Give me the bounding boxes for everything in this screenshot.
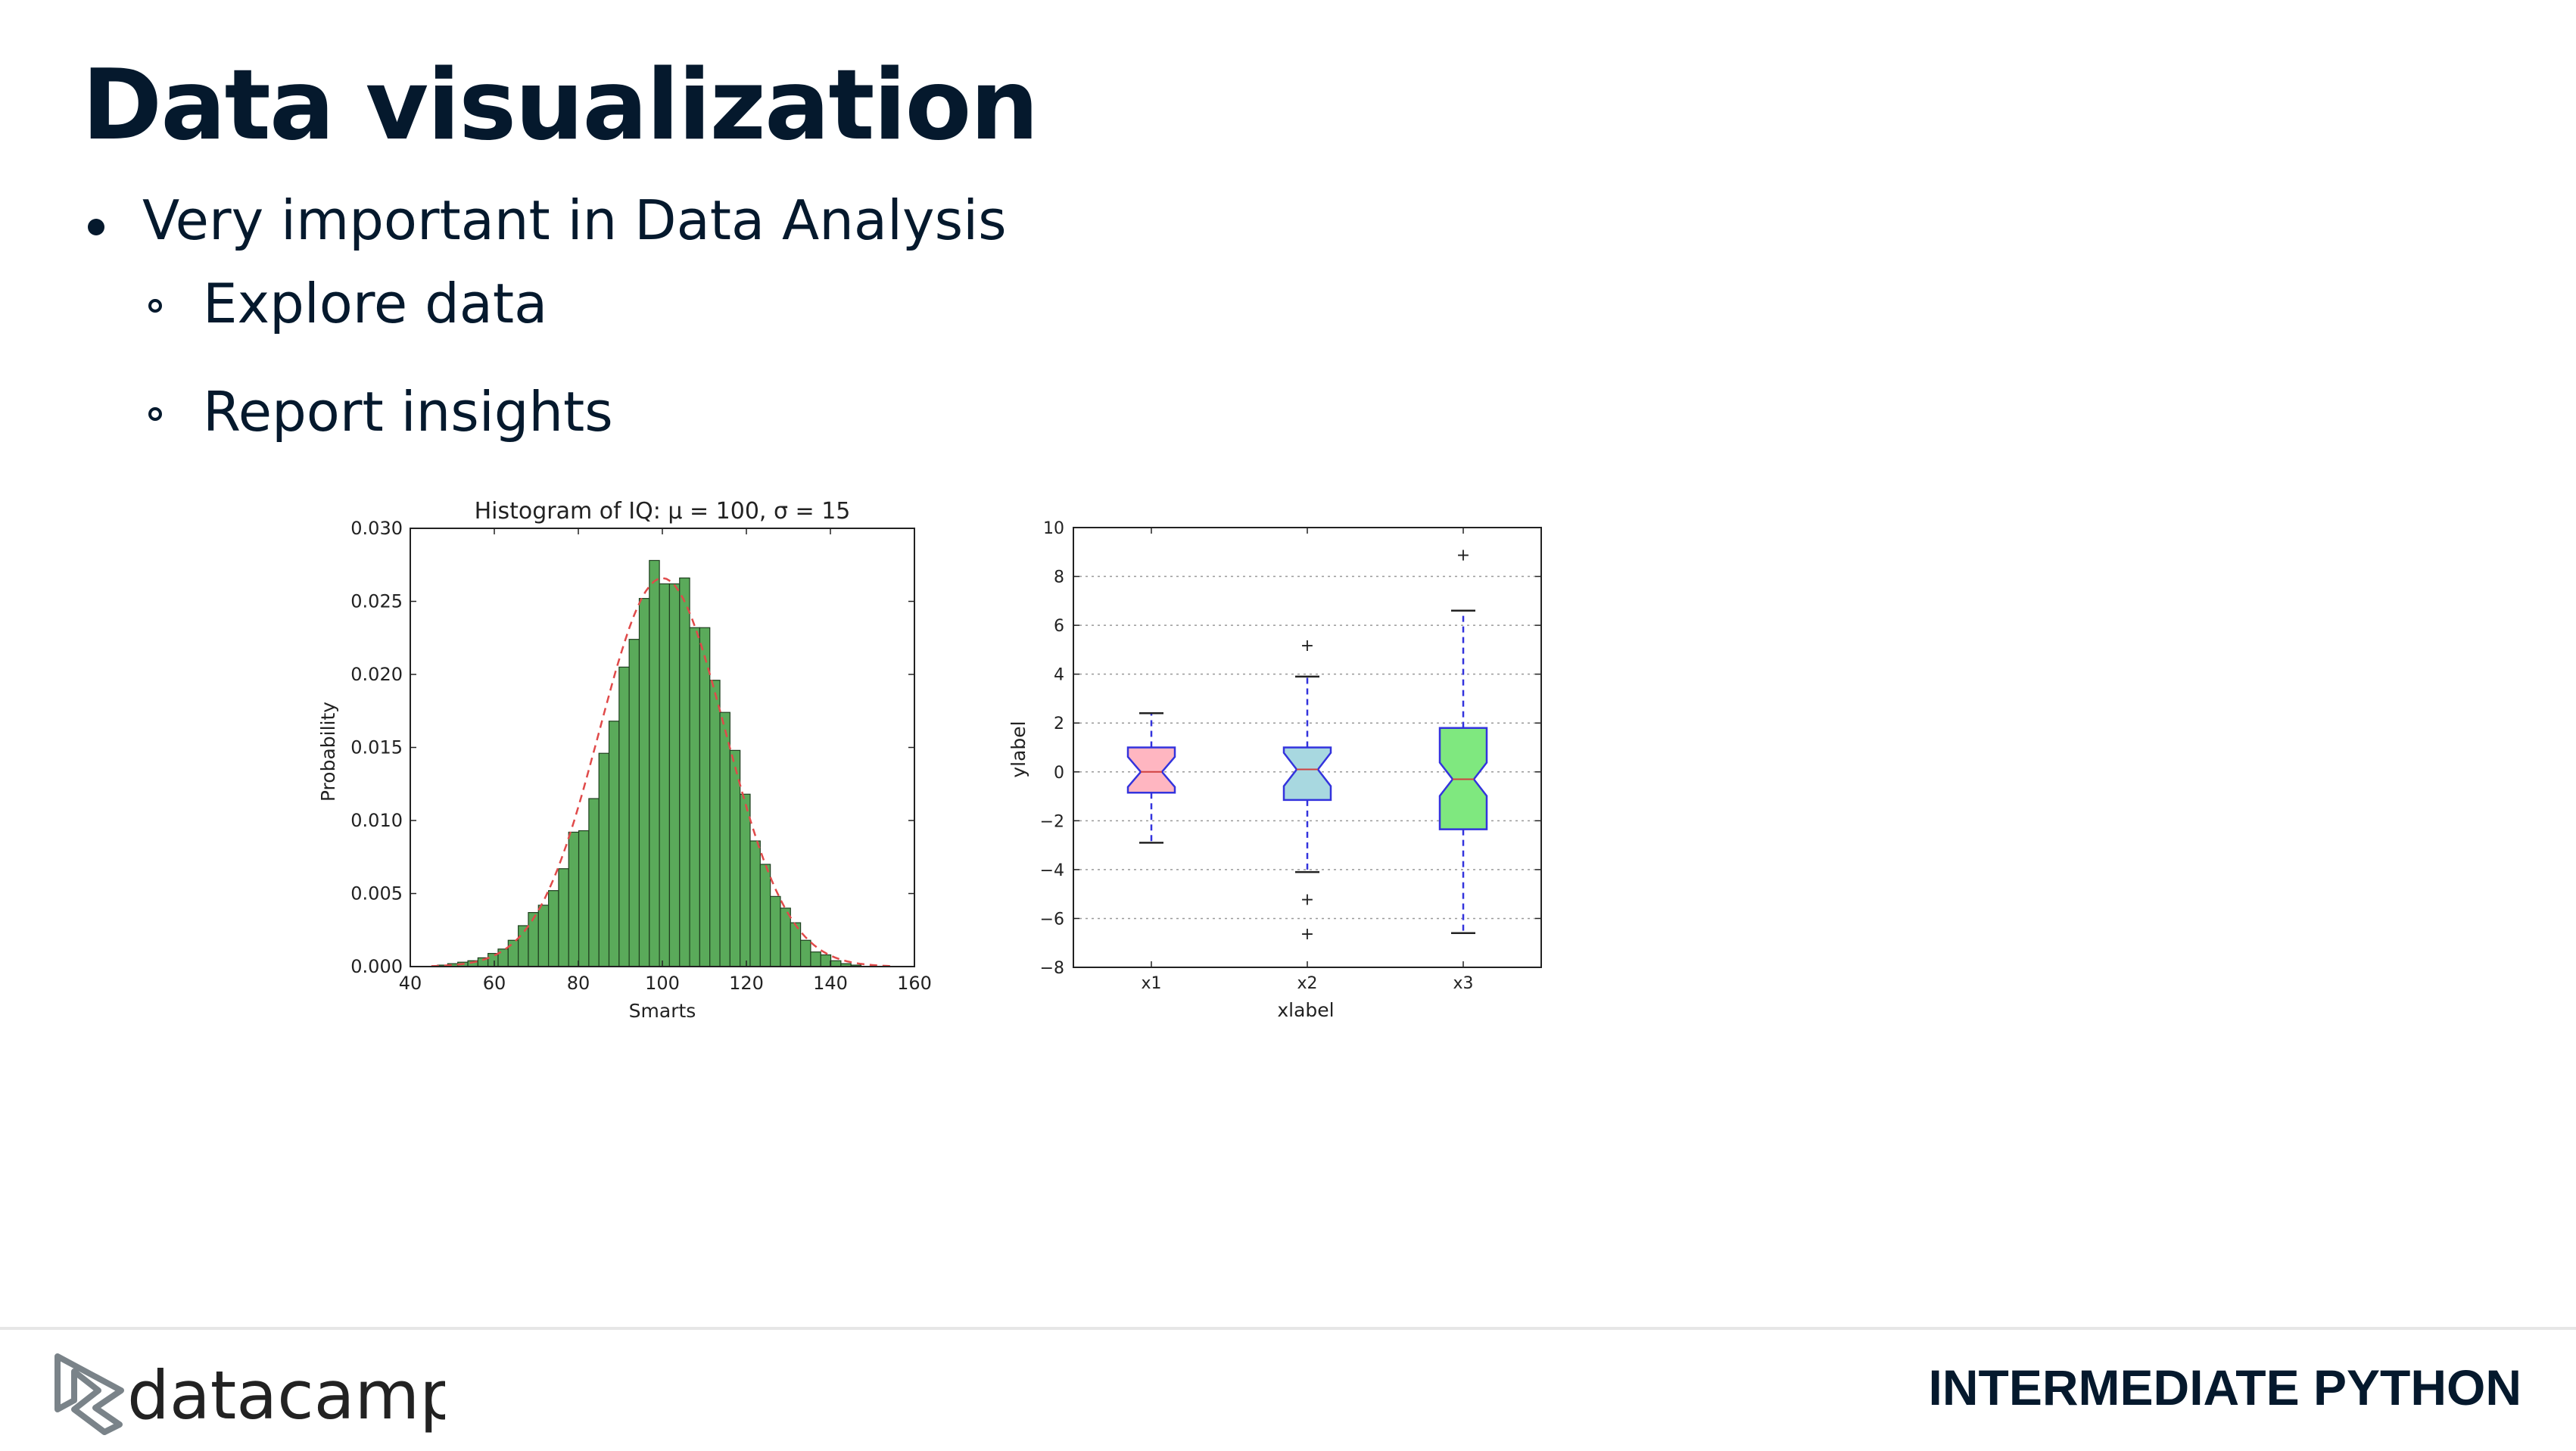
histogram-bar [518, 925, 529, 967]
y-tick-label: −2 [1040, 812, 1064, 831]
box-x2 [1282, 746, 1332, 802]
x-axis-label: xlabel [1277, 999, 1334, 1021]
x-tick-label: x3 [1453, 974, 1473, 993]
histogram-bar [487, 953, 499, 967]
histogram-bar [537, 905, 550, 967]
histogram-bar [507, 939, 519, 967]
histogram-bar [709, 680, 721, 967]
x-tick-label: 140 [813, 973, 848, 994]
histogram-bar [568, 831, 580, 967]
histogram-bar [528, 911, 539, 967]
sub-bullet-text: Explore data [203, 272, 548, 335]
histogram-bar [578, 830, 590, 967]
histogram-bar [638, 598, 650, 967]
chart-title: Histogram of IQ: μ = 100, σ = 15 [475, 498, 851, 525]
histogram-bar [558, 868, 569, 967]
x-tick-label: 40 [399, 973, 422, 994]
outlier-marker: + [1300, 637, 1314, 655]
histogram-bar [659, 583, 671, 967]
sub-bullet-item: Explore data [142, 276, 547, 331]
histogram-bar [820, 954, 832, 967]
y-tick-label: 0.025 [350, 591, 403, 612]
plot-area: 40 60 80 100 120 140 160 0.000 0.005 0.010 0.015 0.… [350, 518, 932, 994]
y-tick-label: −6 [1040, 910, 1064, 929]
histogram-bar [799, 939, 811, 967]
y-axis-label: Probability [317, 702, 339, 802]
plot-frame [1073, 527, 1542, 968]
histogram-bar [719, 711, 730, 967]
histogram-bar [830, 960, 842, 967]
outlier-marker: + [1456, 546, 1470, 565]
y-tick-label: 0.000 [350, 956, 403, 977]
x-axis-label: Smarts [629, 1000, 696, 1022]
sub-bullet-item: Report insights [142, 385, 613, 439]
histogram-bar [608, 721, 620, 967]
y-tick-label: 0.030 [350, 518, 403, 539]
histogram-bar [740, 793, 751, 967]
sub-bullet-text: Report insights [203, 380, 613, 444]
histogram-bar [598, 752, 610, 967]
box-x1 [1126, 746, 1176, 794]
logo-wordmark: datacamp [127, 1356, 445, 1434]
y-axis-label: ylabel [1008, 721, 1029, 777]
histogram-bar [810, 951, 821, 967]
histogram-bar [547, 890, 559, 967]
y-tick-label: 8 [1054, 568, 1064, 587]
histogram-bar [588, 798, 600, 967]
y-tick-label: −8 [1040, 959, 1064, 978]
histogram-chart: Histogram of IQ: μ = 100, σ = 15 Probabi… [317, 498, 932, 1022]
y-tick-label: 2 [1054, 715, 1064, 733]
histogram-bar [649, 559, 660, 967]
sub-bullet-marker [148, 407, 162, 421]
datacamp-logo-icon: datacamp [55, 1353, 462, 1435]
outlier-marker: + [1300, 891, 1314, 910]
histogram-bar [790, 922, 802, 967]
slide-title: Data visualization [82, 49, 1039, 162]
bullet-marker [88, 219, 104, 235]
histogram-bar [668, 583, 681, 967]
y-tick-label: 4 [1054, 666, 1064, 685]
datacamp-logo: datacamp [51, 1349, 462, 1443]
x-tick-label: x1 [1141, 974, 1161, 993]
boxplot-chart: ylabel xlabel 10 8 6 4 2 0 −2 −4 −6 −8 x1 + + + x2 + x3 [1008, 519, 1542, 1021]
bullet-item: Very important in Data Analysis [82, 193, 1007, 248]
y-tick-label: 0.015 [350, 737, 403, 758]
x-tick-label: 160 [897, 973, 932, 994]
x-tick-label: 100 [645, 973, 680, 994]
y-tick-label: 0.010 [350, 810, 403, 831]
histogram-bar [689, 627, 700, 967]
histogram-bar [679, 578, 690, 967]
y-tick-label: −4 [1040, 861, 1064, 880]
y-tick-label: 10 [1043, 519, 1064, 538]
histogram-bar [759, 864, 771, 967]
x-tick-label: x2 [1297, 974, 1317, 993]
histogram-bar [780, 908, 791, 967]
histogram-bar [770, 895, 781, 967]
y-tick-label: 0 [1054, 764, 1064, 783]
histogram-bar [628, 639, 640, 967]
fit-curve [431, 577, 894, 967]
bullet-text: Very important in Data Analysis [142, 188, 1007, 252]
sub-bullet-marker [148, 299, 162, 313]
histogram-bar [699, 627, 711, 967]
x-tick-label: 120 [729, 973, 764, 994]
histogram-bar [618, 666, 630, 967]
histogram-bar [749, 840, 761, 967]
course-name: INTERMEDIATE PYTHON [1928, 1359, 2521, 1415]
y-tick-label: 0.020 [350, 664, 403, 685]
y-tick-label: 0.005 [350, 883, 403, 905]
outlier-marker: + [1300, 925, 1314, 944]
footer-divider [0, 1327, 2576, 1330]
y-tick-label: 6 [1054, 617, 1064, 636]
plot-area: 10 8 6 4 2 0 −2 −4 −6 −8 x1 + + + x2 + x3 [1040, 519, 1542, 993]
x-tick-label: 60 [483, 973, 506, 994]
x-tick-label: 80 [567, 973, 590, 994]
